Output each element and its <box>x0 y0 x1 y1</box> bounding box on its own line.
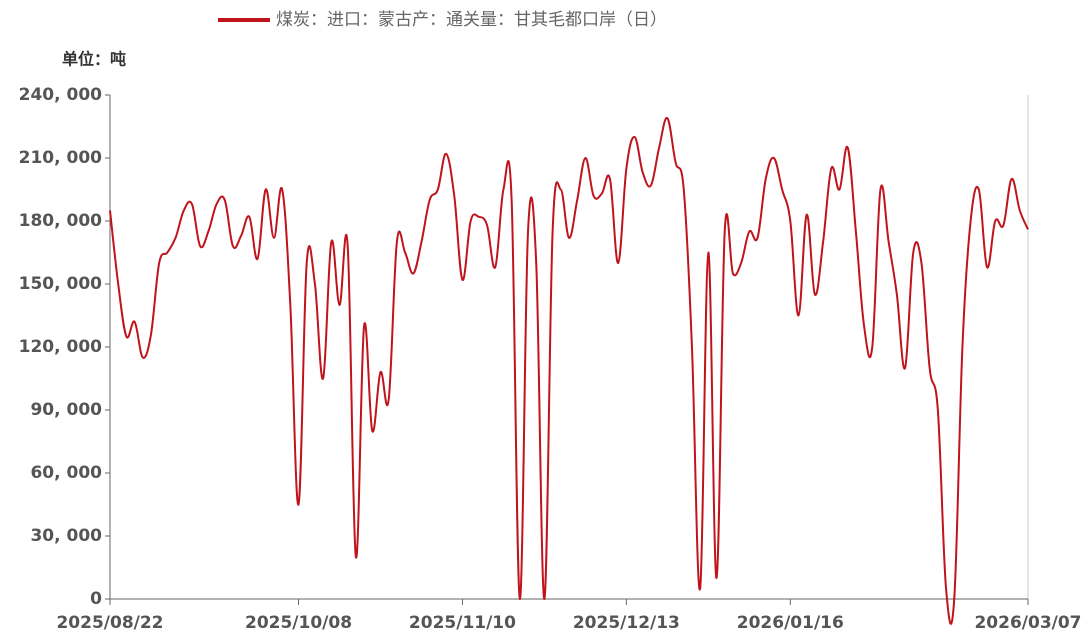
series-line <box>109 117 1029 625</box>
x-tick-label: 2026/03/07 <box>974 613 1081 633</box>
y-tick-label: 90, 000 <box>30 400 102 420</box>
x-tick-label: 2025/08/22 <box>56 613 163 633</box>
y-tick-label: 210, 000 <box>19 148 103 168</box>
y-tick-label: 180, 000 <box>19 211 103 231</box>
y-tick-label: 30, 000 <box>30 526 102 546</box>
y-tick-label: 240, 000 <box>19 85 103 105</box>
y-tick-label: 0 <box>90 589 102 609</box>
x-tick-label: 2025/11/10 <box>409 613 516 633</box>
x-tick-label: 2026/01/16 <box>737 613 844 633</box>
y-tick-label: 150, 000 <box>19 274 103 294</box>
x-tick-label: 2025/12/13 <box>573 613 680 633</box>
unit-label: 单位：吨 <box>62 50 126 69</box>
y-tick-label: 120, 000 <box>19 337 103 357</box>
x-tick-label: 2025/10/08 <box>245 613 352 633</box>
y-tick-label: 60, 000 <box>30 463 102 483</box>
legend-text: 煤炭：进口：蒙古产：通关量：甘其毛都口岸（日） <box>276 10 667 30</box>
